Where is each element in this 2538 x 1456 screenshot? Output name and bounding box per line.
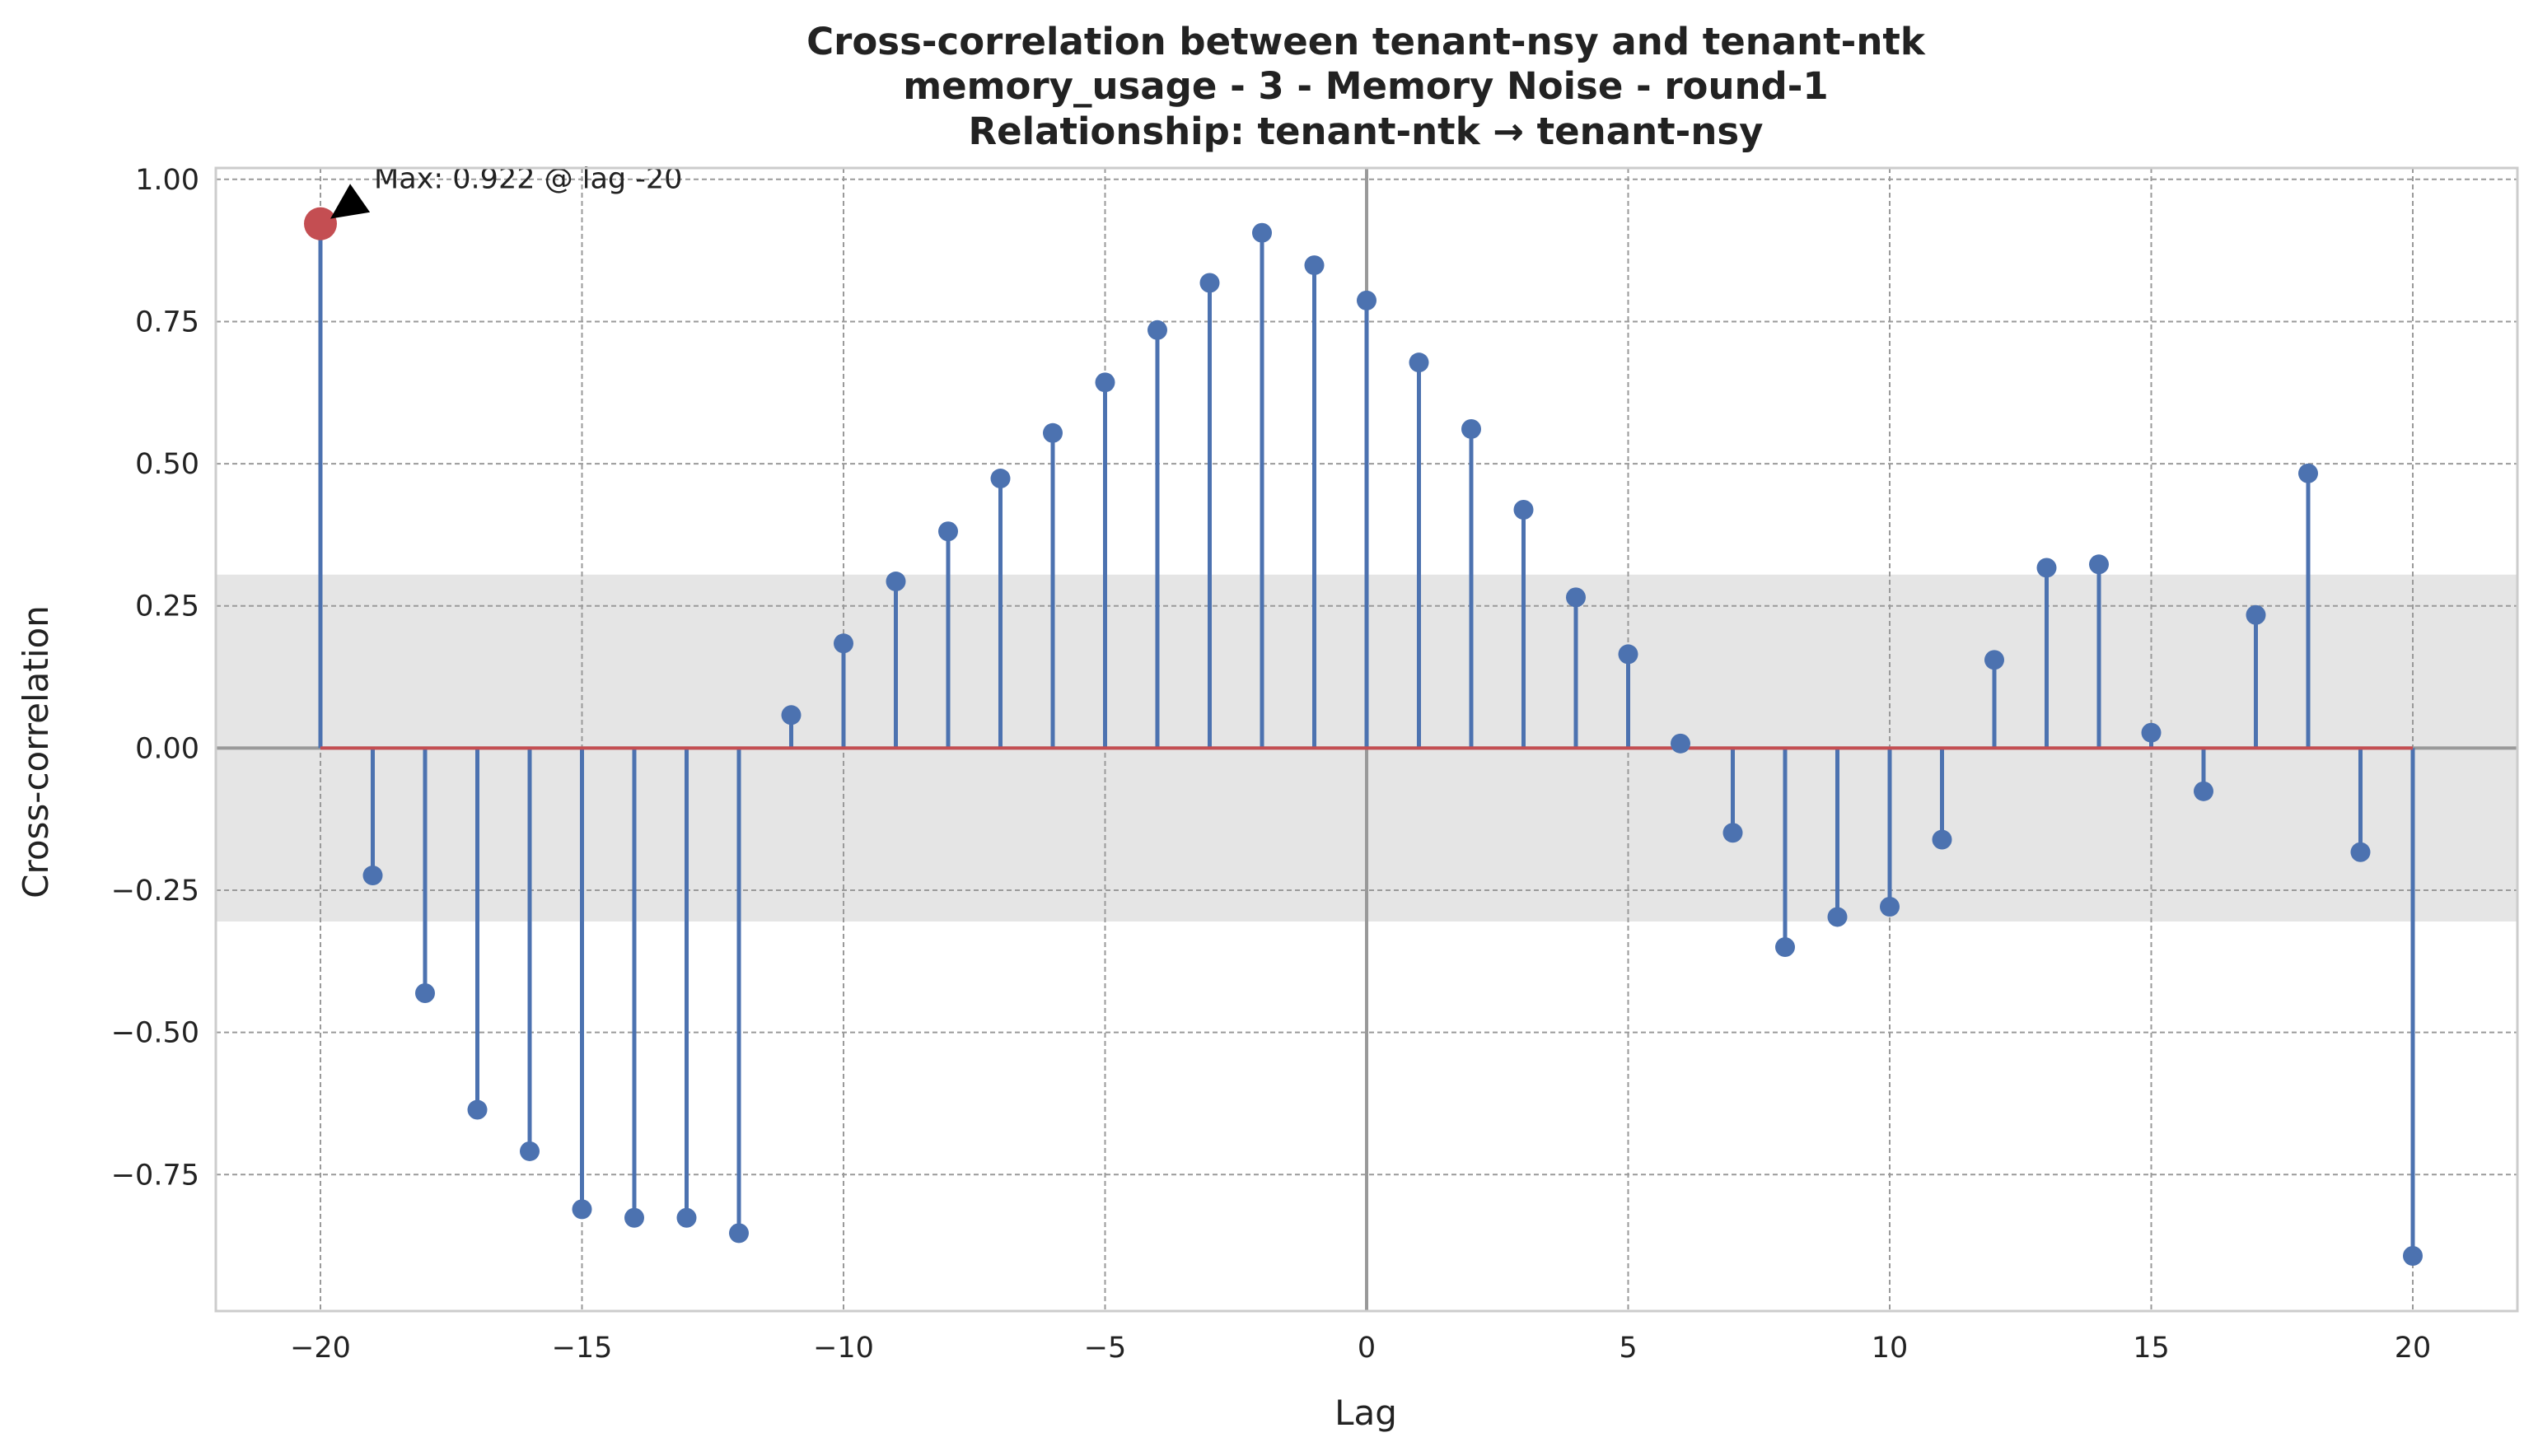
stem-marker	[415, 982, 435, 1003]
y-tick-label: 0.75	[135, 306, 199, 338]
stem-marker	[676, 1207, 697, 1228]
stem-marker	[1671, 733, 1690, 754]
stem-marker	[1095, 372, 1115, 393]
stem-marker	[1932, 829, 1952, 850]
y-tick-labels: 1.00 0.75 0.50 0.25 0.00 −0.25 −0.50 −0.75	[111, 164, 199, 1192]
stem-marker	[2246, 604, 2266, 625]
stem-marker	[572, 1199, 592, 1220]
stem-marker	[1199, 273, 1220, 293]
stem-marker	[1043, 422, 1063, 443]
stem-marker	[2350, 842, 2371, 862]
stem-marker	[990, 469, 1011, 489]
x-tick-label: 5	[1619, 1332, 1637, 1365]
stem-marker	[520, 1141, 540, 1161]
markers	[304, 207, 2423, 1267]
y-tick-label: −0.50	[111, 1017, 199, 1050]
x-tick-label: −10	[813, 1332, 874, 1365]
stem-marker	[1722, 823, 1743, 843]
y-tick-label: −0.25	[111, 875, 199, 908]
max-marker	[304, 207, 337, 240]
y-axis-label: Cross-correlation	[16, 605, 56, 898]
stem-marker	[1618, 644, 1638, 665]
stem-marker	[1984, 650, 2004, 670]
stem-marker	[1304, 255, 1325, 276]
stem-marker	[1775, 937, 1795, 958]
x-tick-label: 20	[2395, 1332, 2432, 1365]
stem-marker	[362, 866, 383, 886]
stem-marker	[467, 1099, 488, 1120]
stem-marker	[1147, 320, 1167, 340]
x-tick-labels: −20 −15 −10 −5 0 5 10 15 20	[290, 1332, 2431, 1365]
x-tick-label: −20	[290, 1332, 351, 1365]
stem-marker	[624, 1207, 644, 1228]
stem-marker	[781, 705, 802, 726]
stem-marker	[1827, 907, 1848, 927]
stem-marker	[886, 572, 906, 592]
stem-marker	[2194, 781, 2213, 801]
x-tick-label: 15	[2133, 1332, 2170, 1365]
y-tick-label: 0.50	[135, 448, 199, 481]
stem-marker	[1409, 352, 1429, 373]
y-tick-label: 0.25	[135, 590, 199, 623]
stem-marker	[2141, 722, 2162, 743]
stem-marker	[834, 633, 853, 654]
stem-marker	[2298, 463, 2318, 483]
stem-marker	[729, 1223, 749, 1244]
stems	[318, 223, 2415, 1257]
stem-marker	[1357, 290, 1377, 310]
stem-marker	[938, 521, 958, 542]
x-tick-label: −15	[552, 1332, 613, 1365]
x-tick-label: 0	[1358, 1332, 1376, 1365]
x-tick-label: 10	[1872, 1332, 1909, 1365]
x-axis-label: Lag	[1334, 1393, 1397, 1433]
y-tick-label: −0.75	[111, 1159, 199, 1192]
chart-title-line-1: Cross-correlation between tenant-nsy and…	[806, 20, 1926, 63]
stem-marker	[2036, 558, 2057, 578]
stem-marker	[2089, 554, 2109, 575]
stem-marker	[1880, 897, 1900, 917]
plot-frame	[214, 166, 2519, 1313]
stem-marker	[1566, 587, 1586, 608]
chart-title-line-2: memory_usage - 3 - Memory Noise - round-…	[903, 64, 1828, 108]
y-tick-label: 0.00	[135, 732, 199, 765]
stem-marker	[1252, 222, 1272, 243]
stem-marker	[1513, 500, 1534, 520]
annotation-arrow-icon	[330, 184, 371, 219]
chart-title-line-3: Relationship: tenant-ntk → tenant-nsy	[969, 110, 1764, 153]
max-annotation: Max: 0.922 @ lag -20	[330, 163, 682, 219]
stem-marker	[2403, 1246, 2423, 1267]
stem-marker	[1461, 418, 1481, 439]
x-tick-label: −5	[1084, 1332, 1127, 1365]
y-tick-label: 1.00	[135, 164, 199, 197]
